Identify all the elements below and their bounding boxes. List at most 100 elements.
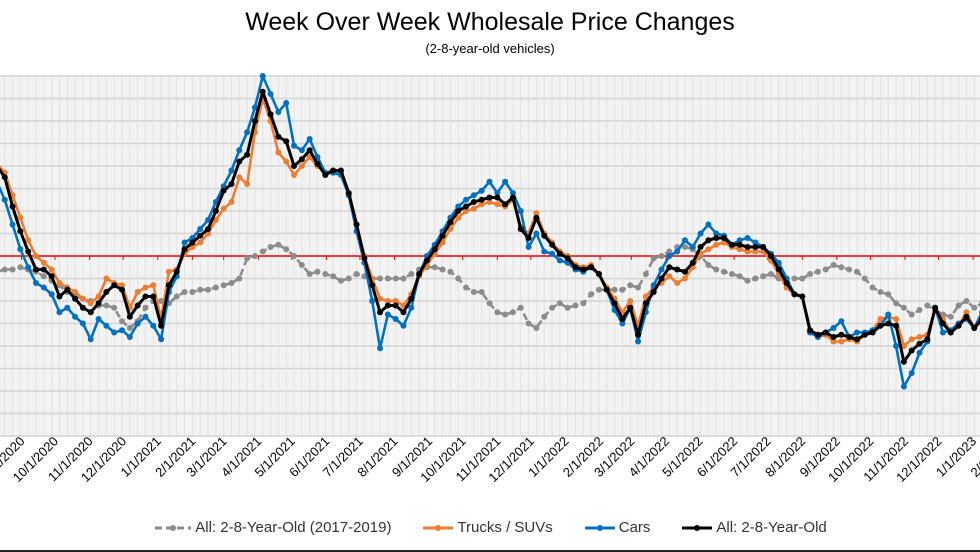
data-point — [853, 268, 860, 275]
legend-label: Trucks / SUVs — [457, 519, 553, 536]
frame-border — [0, 550, 980, 552]
data-point — [713, 230, 720, 237]
data-point — [103, 322, 110, 329]
data-point — [595, 271, 602, 277]
data-point — [345, 190, 352, 196]
data-point — [947, 313, 954, 320]
data-point — [111, 304, 118, 311]
data-point — [908, 311, 915, 318]
data-point — [744, 277, 751, 284]
data-point — [650, 255, 657, 262]
data-point — [306, 271, 313, 277]
data-point — [275, 241, 282, 248]
data-point — [900, 358, 907, 365]
data-point — [322, 271, 329, 277]
data-point — [197, 286, 204, 293]
data-point — [838, 264, 845, 271]
data-point — [150, 282, 157, 289]
data-point — [56, 280, 63, 286]
data-point — [728, 241, 735, 248]
data-point — [103, 302, 110, 309]
data-point — [681, 237, 688, 244]
data-point — [767, 253, 774, 259]
data-point — [533, 210, 540, 217]
data-point — [681, 275, 688, 282]
data-point — [64, 304, 71, 311]
data-point — [478, 201, 485, 208]
data-point — [681, 268, 688, 275]
data-point — [392, 316, 399, 322]
data-point — [259, 248, 266, 255]
data-point — [189, 239, 196, 246]
data-point — [603, 286, 610, 293]
data-point — [150, 322, 157, 329]
data-point — [775, 266, 782, 273]
data-point — [971, 325, 978, 331]
data-point — [963, 313, 970, 320]
data-point — [111, 282, 118, 289]
data-point — [205, 286, 212, 293]
data-point — [830, 325, 837, 331]
data-point — [126, 313, 133, 320]
data-point — [181, 289, 188, 295]
data-point — [142, 293, 149, 300]
data-point — [134, 302, 141, 309]
data-point — [9, 203, 16, 210]
data-point — [830, 338, 837, 345]
data-point — [572, 302, 579, 309]
series-lines — [0, 73, 980, 390]
data-point — [861, 275, 868, 282]
data-point — [541, 232, 548, 239]
data-point — [861, 331, 868, 338]
data-point — [908, 370, 915, 376]
data-point — [713, 235, 720, 241]
data-point — [173, 268, 180, 275]
data-point — [9, 221, 16, 228]
data-point — [846, 334, 853, 340]
data-point — [721, 268, 728, 275]
data-point — [298, 262, 305, 268]
data-point — [642, 293, 649, 300]
data-point — [932, 304, 939, 311]
data-point — [447, 219, 454, 226]
data-point — [853, 336, 860, 343]
data-point — [181, 246, 188, 253]
data-point — [666, 273, 673, 280]
data-point — [119, 286, 126, 293]
data-point — [119, 318, 126, 325]
data-point — [611, 286, 618, 293]
data-point — [173, 293, 180, 300]
data-point — [95, 300, 102, 307]
data-point — [642, 300, 649, 307]
data-point — [470, 289, 477, 295]
data-point — [17, 228, 24, 235]
data-point — [846, 266, 853, 273]
data-point — [791, 291, 798, 298]
data-point — [635, 331, 642, 338]
data-point — [142, 284, 149, 291]
data-point — [619, 286, 626, 293]
data-point — [392, 302, 399, 309]
data-point — [838, 318, 845, 325]
data-point — [228, 167, 235, 174]
data-point — [807, 327, 814, 334]
data-point — [244, 181, 251, 187]
data-point — [197, 239, 204, 246]
data-point — [283, 138, 290, 145]
data-point — [541, 313, 548, 320]
data-point — [627, 282, 634, 289]
data-point — [830, 334, 837, 340]
data-point — [165, 282, 172, 289]
data-point — [337, 277, 344, 284]
data-point — [298, 156, 305, 163]
data-point — [306, 147, 313, 154]
data-point — [126, 325, 133, 331]
data-point — [572, 264, 579, 271]
data-point — [119, 327, 126, 334]
data-point — [689, 259, 696, 266]
data-point — [893, 343, 900, 349]
data-point — [408, 295, 415, 302]
data-point — [509, 190, 516, 196]
data-point — [384, 275, 391, 282]
data-point — [517, 304, 524, 311]
